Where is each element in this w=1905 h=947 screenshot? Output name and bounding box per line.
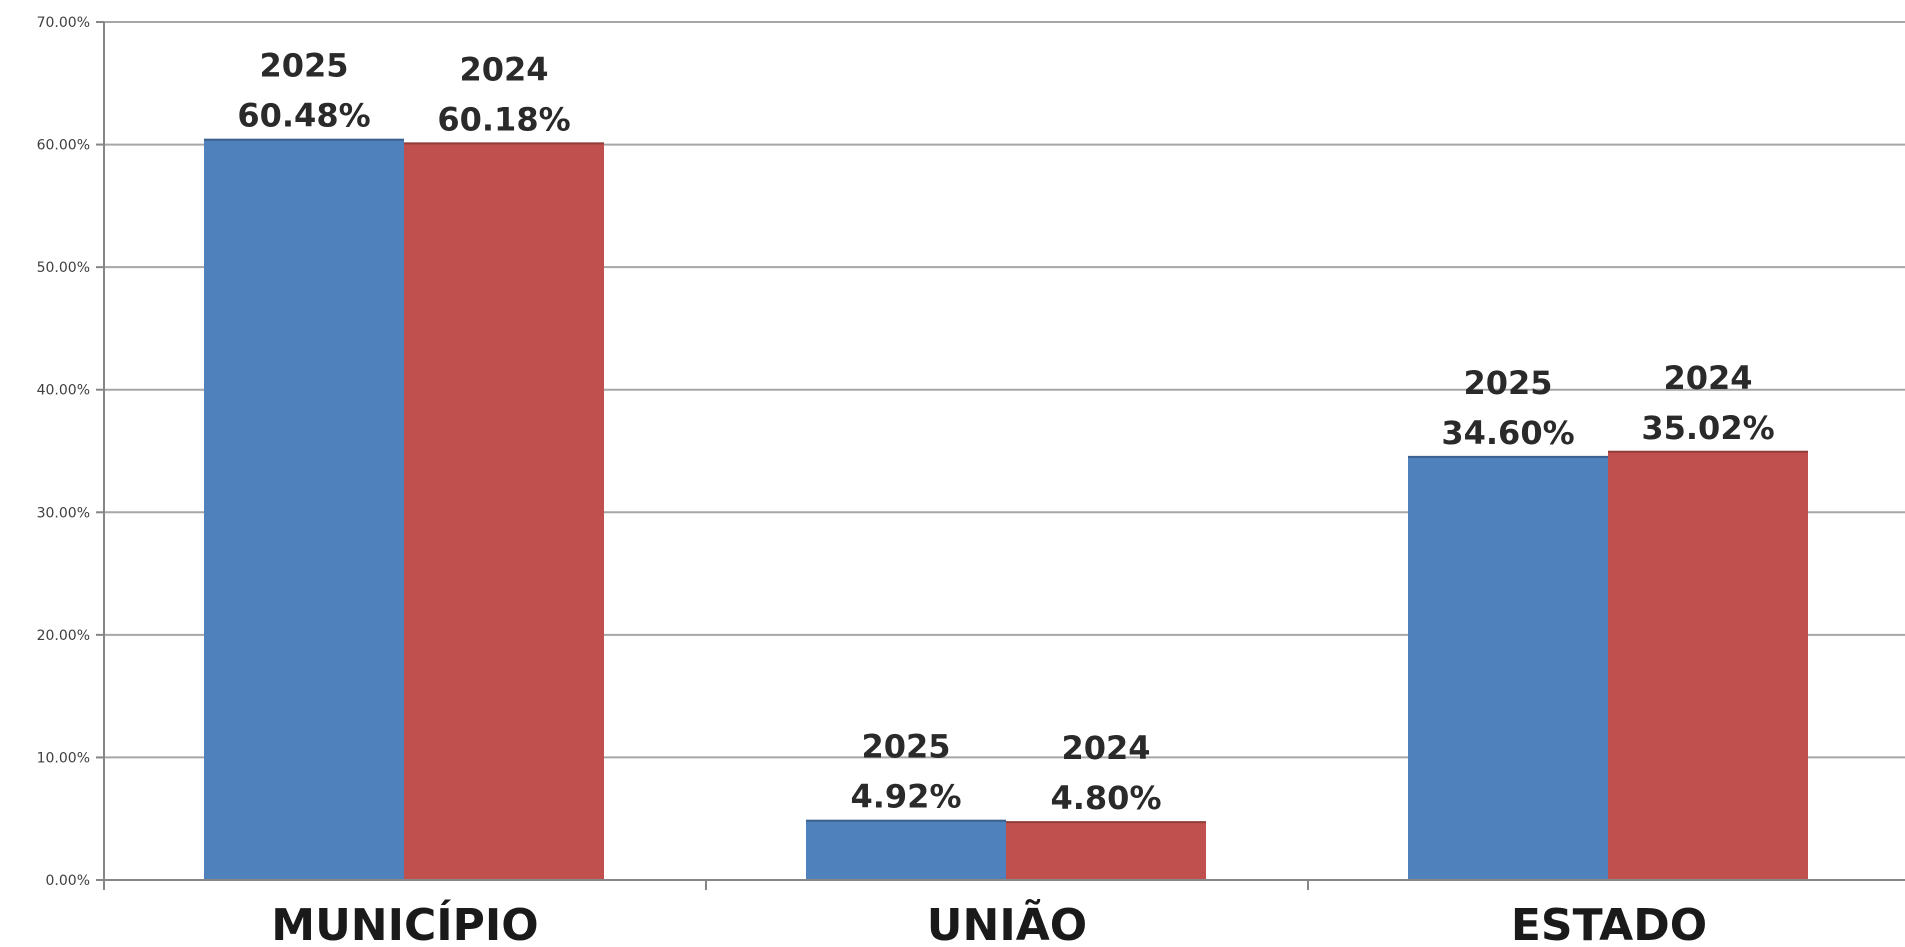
- bar-2025-0: [204, 138, 404, 881]
- y-tick-label: 50.00%: [37, 260, 90, 276]
- data-label-value: 60.48%: [237, 97, 370, 135]
- data-label-year: 2025: [861, 728, 950, 766]
- y-tick-label: 40.00%: [37, 383, 90, 399]
- data-label-year: 2025: [259, 47, 348, 85]
- bar-2024-0: [404, 142, 604, 881]
- y-axis-tick-labels: 0.00% 10.00% 20.00% 30.00% 40.00% 50.00% 60.00…: [37, 15, 90, 889]
- data-label-value: 4.80%: [1050, 779, 1161, 817]
- y-tick-label: 60.00%: [37, 138, 90, 154]
- category-label: ESTADO: [1511, 900, 1707, 947]
- data-label-year: 2024: [1061, 729, 1150, 767]
- data-label-year: 2024: [1663, 359, 1752, 397]
- bar-2025-2: [1408, 455, 1608, 880]
- y-tick-label: 70.00%: [37, 15, 90, 31]
- bar-2024-2: [1608, 450, 1808, 880]
- data-label-year: 2024: [459, 50, 548, 88]
- axes: [96, 21, 1905, 890]
- y-tick-label: 0.00%: [46, 873, 90, 889]
- category-label: MUNICÍPIO: [271, 898, 538, 947]
- y-tick-label: 30.00%: [37, 505, 90, 521]
- y-tick-label: 20.00%: [37, 628, 90, 644]
- x-axis-category-labels: MUNICÍPIO UNIÃO ESTADO: [271, 898, 1707, 947]
- bar-2024-1: [1006, 821, 1206, 880]
- category-label: UNIÃO: [927, 898, 1087, 947]
- y-tick-label: 10.00%: [37, 750, 90, 766]
- data-label-value: 34.60%: [1441, 414, 1574, 452]
- data-label-year: 2025: [1463, 364, 1552, 402]
- bars: [204, 138, 1808, 881]
- data-label-value: 60.18%: [437, 100, 570, 138]
- data-label-value: 4.92%: [850, 778, 961, 816]
- data-label-value: 35.02%: [1641, 409, 1774, 447]
- data-labels: 2025 60.48% 2024 60.18% 2025 4.92% 2024 4.80% 20…: [237, 47, 1774, 817]
- bar-2025-1: [806, 819, 1006, 880]
